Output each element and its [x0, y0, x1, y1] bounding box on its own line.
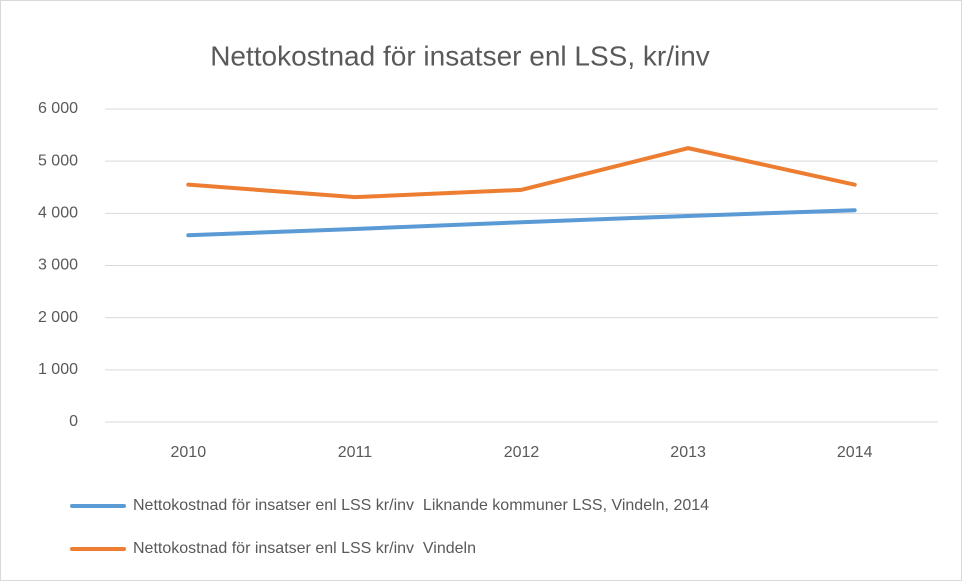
line-series	[186, 208, 857, 238]
legend-label: Nettokostnad för insatser enl LSS kr/inv…	[133, 540, 476, 557]
line-series	[186, 146, 857, 200]
y-tick-label: 2 000	[38, 309, 78, 326]
y-tick-label: 3 000	[38, 257, 78, 274]
x-tick-label: 2013	[670, 444, 706, 461]
y-tick-label: 5 000	[38, 152, 78, 169]
x-tick-label: 2011	[338, 444, 373, 461]
legend-label: Nettokostnad för insatser enl LSS kr/inv…	[133, 497, 709, 514]
y-tick-label: 1 000	[38, 361, 78, 378]
x-tick-label: 2012	[504, 444, 540, 461]
y-tick-label: 6 000	[38, 100, 78, 117]
chart-title: Nettokostnad för insatser enl LSS, kr/in…	[210, 40, 710, 71]
y-tick-label: 0	[69, 413, 78, 430]
y-tick-label: 4 000	[38, 205, 78, 222]
x-tick-label: 2010	[171, 444, 207, 461]
x-tick-label: 2014	[837, 444, 873, 461]
